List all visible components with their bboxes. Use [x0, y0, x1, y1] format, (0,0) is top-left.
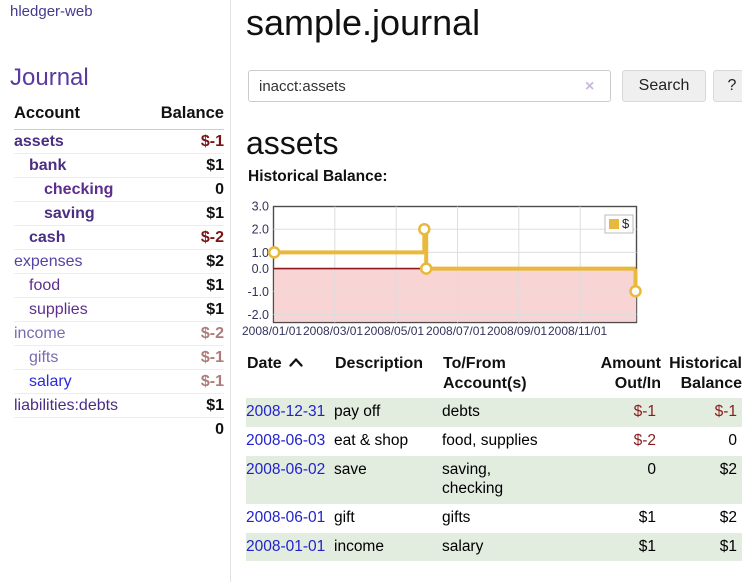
svg-text:0.0: 0.0	[252, 262, 269, 276]
svg-text:2.0: 2.0	[252, 223, 269, 237]
svg-text:2008/11/01: 2008/11/01	[548, 324, 607, 338]
svg-text:-2.0: -2.0	[247, 308, 269, 322]
svg-text:-1.0: -1.0	[247, 285, 269, 299]
svg-text:2008/03/01: 2008/03/01	[303, 324, 363, 338]
svg-text:2008/09/01: 2008/09/01	[487, 324, 547, 338]
svg-text:1.0: 1.0	[252, 246, 269, 260]
svg-text:2008/07/01: 2008/07/01	[426, 324, 486, 338]
svg-text:3.0: 3.0	[252, 200, 269, 214]
svg-text:2008/01/01: 2008/01/01	[242, 324, 302, 338]
svg-text:$: $	[622, 216, 630, 231]
svg-text:2008/05/01: 2008/05/01	[364, 324, 424, 338]
